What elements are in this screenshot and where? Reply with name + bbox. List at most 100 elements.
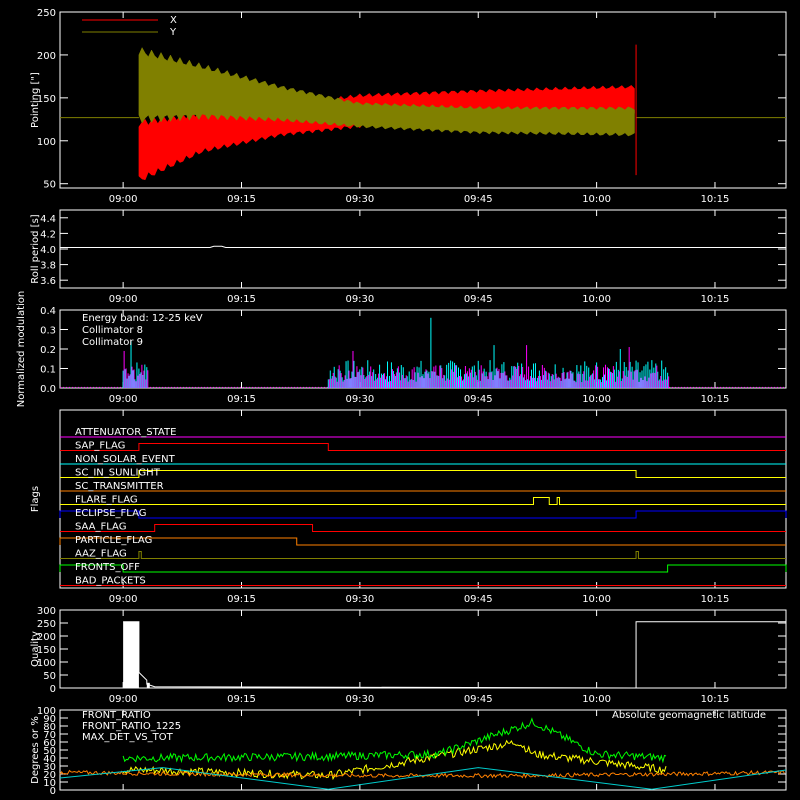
flag-label-particle-flag: PARTICLE_FLAG: [75, 535, 152, 546]
y-tick-label: 90: [43, 714, 56, 725]
panel-frame: [59, 409, 787, 589]
pointing-y-band: [138, 47, 635, 137]
quality-block: [123, 621, 139, 688]
y-tick-label: 100: [37, 658, 56, 669]
flag-label-fronts-off: FRONTS_OFF: [75, 562, 140, 573]
y-tick-label: 0.1: [40, 365, 56, 376]
y-tick-label: 250: [37, 8, 56, 19]
y-axis-label: Roll period [s]: [30, 214, 41, 283]
x-tick-label: 10:15: [701, 294, 730, 305]
x-tick-label: 09:00: [109, 194, 138, 205]
flag-line-saa-flag: [60, 524, 786, 532]
x-tick-label: 10:15: [701, 594, 730, 605]
y-tick-label: 100: [37, 706, 56, 717]
x-tick-label: 10:15: [701, 394, 730, 405]
panel-frame: [59, 11, 787, 189]
flag-line-sc-in-sunlight: [60, 470, 786, 478]
y-tick-label: 20: [43, 770, 56, 781]
y-tick-label: 0.4: [40, 306, 56, 317]
roll-period-line: [60, 245, 786, 248]
x-tick-label: 10:00: [582, 394, 611, 405]
y-tick-label: 0: [50, 786, 56, 797]
y-tick-label: 0.0: [40, 384, 56, 395]
y-tick-label: 250: [37, 619, 56, 630]
x-tick-label: 09:15: [227, 194, 256, 205]
flag-label-flare-flag: FLARE_FLAG: [75, 495, 138, 506]
y-tick-label: 300: [37, 606, 56, 617]
x-tick-label: 10:15: [701, 194, 730, 205]
x-tick-label: 09:15: [227, 694, 256, 705]
legend-label-front-ratio: FRONT_RATIO: [82, 710, 151, 721]
ratio-line-front-ratio-1225: [122, 717, 667, 764]
y-axis-label: Normalized modulation: [16, 291, 27, 408]
y-axis-label: Quality: [30, 631, 41, 667]
energy-band-annotation: Energy band: 12-25 keV: [82, 313, 203, 324]
y-tick-label: 4.2: [40, 229, 56, 240]
x-tick-label: 09:30: [345, 594, 374, 605]
quality-spike: [146, 682, 150, 688]
flag-label-sc-in-sunlight: SC_IN_SUNLIGHT: [75, 468, 161, 479]
y-tick-label: 100: [37, 137, 56, 148]
y-tick-label: 70: [43, 730, 56, 741]
y-tick-label: 80: [43, 722, 56, 733]
y-tick-label: 0.3: [40, 326, 56, 337]
x-tick-label: 09:15: [227, 294, 256, 305]
flag-label-attenuator-state: ATTENUATOR_STATE: [75, 427, 176, 438]
x-tick-label: 09:30: [345, 294, 374, 305]
x-tick-label: 09:00: [109, 594, 138, 605]
ratio-line-front-ratio: [122, 739, 667, 781]
x-tick-label: 09:45: [464, 294, 493, 305]
flag-label-aaz-flag: AAZ_FLAG: [75, 549, 127, 560]
y-tick-label: 50: [43, 180, 56, 191]
y-axis-label: Degrees or %: [30, 716, 41, 784]
x-tick-label: 10:00: [582, 194, 611, 205]
y-tick-label: 30: [43, 762, 56, 773]
y-tick-label: 0.2: [40, 345, 56, 356]
x-tick-label: 10:15: [701, 694, 730, 705]
y-tick-label: 50: [43, 671, 56, 682]
flag-label-sap-flag: SAP_FLAG: [75, 441, 125, 452]
x-tick-label: 09:00: [109, 394, 138, 405]
legend-label-y: Y: [169, 27, 177, 38]
y-axis-label: Flags: [30, 486, 41, 512]
x-tick-label: 09:00: [109, 294, 138, 305]
flag-label-eclipse-flag: ECLIPSE_FLAG: [75, 508, 146, 519]
x-tick-label: 09:00: [109, 694, 138, 705]
geomagnetic-latitude-label: Absolute geomagnetic latitude: [612, 710, 766, 721]
x-tick-label: 09:45: [464, 694, 493, 705]
y-tick-label: 10: [43, 778, 56, 789]
geomagnetic-latitude-line: [59, 767, 787, 790]
flag-line-fronts-off: [59, 564, 787, 573]
ratio-line-max-det-vs-tot: [59, 769, 785, 779]
y-tick-label: 50: [43, 746, 56, 757]
x-tick-label: 09:15: [227, 594, 256, 605]
y-tick-label: 60: [43, 738, 56, 749]
x-tick-label: 09:45: [464, 194, 493, 205]
flag-label-bad-packets: BAD_PACKETS: [75, 576, 146, 587]
flag-line-eclipse-flag: [59, 510, 787, 519]
legend-label-collimator-8: Collimator 8: [82, 325, 143, 336]
x-tick-label: 10:00: [582, 694, 611, 705]
legend-label-front-ratio-1225: FRONT_RATIO_1225: [82, 721, 181, 732]
y-tick-label: 0: [50, 684, 56, 695]
x-tick-label: 09:15: [227, 394, 256, 405]
legend-label-collimator-9: Collimator 9: [82, 337, 143, 348]
y-tick-label: 200: [37, 51, 56, 62]
y-tick-label: 200: [37, 632, 56, 643]
y-tick-label: 4.0: [40, 245, 56, 256]
x-tick-label: 10:00: [582, 594, 611, 605]
legend-label-max-det-vs-tot: MAX_DET_VS_TOT: [82, 732, 174, 743]
x-tick-label: 09:30: [345, 194, 374, 205]
y-tick-label: 150: [37, 94, 56, 105]
y-axis-label: Pointing ["]: [30, 72, 41, 128]
flag-label-sc-transmitter: SC_TRANSMITTER: [75, 481, 164, 492]
x-tick-label: 09:30: [345, 394, 374, 405]
y-tick-label: 3.8: [40, 261, 56, 272]
y-tick-label: 150: [37, 645, 56, 656]
flag-label-saa-flag: SAA_FLAG: [75, 522, 126, 533]
y-tick-label: 4.4: [40, 214, 56, 225]
flag-line-flare-flag: [60, 497, 786, 505]
flag-line-particle-flag: [59, 537, 786, 546]
x-tick-label: 09:45: [464, 594, 493, 605]
